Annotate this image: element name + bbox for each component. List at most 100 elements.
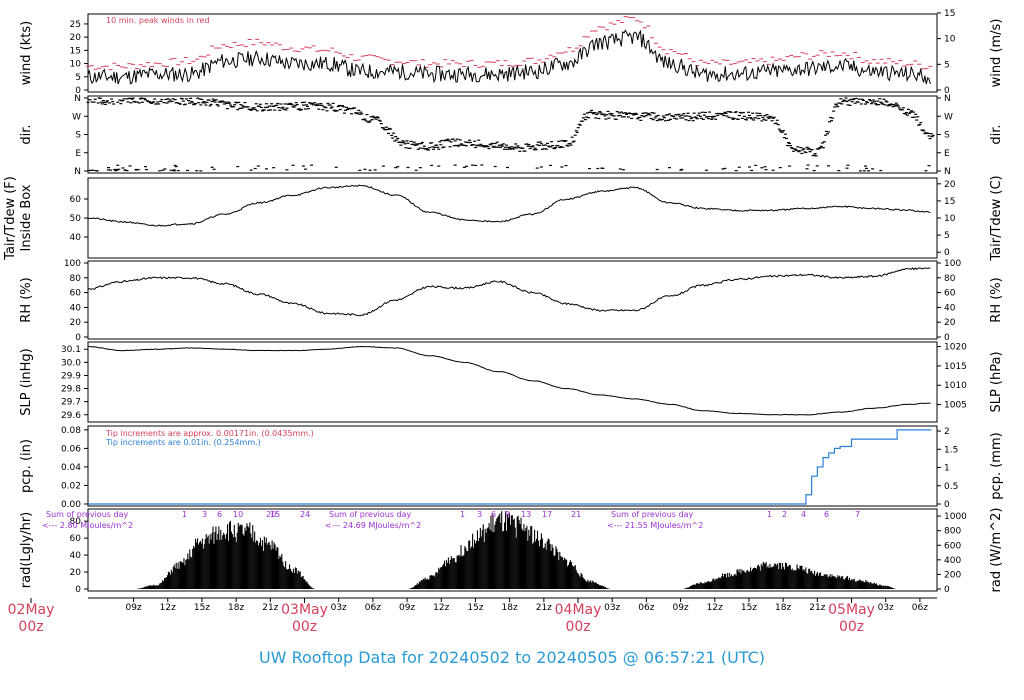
radiation-hour-label: 3 <box>477 510 482 519</box>
radiation-ylabel-left: rad(Lgly/hr) <box>19 512 34 588</box>
y-tick-label-left: 40 <box>70 233 82 243</box>
day-label: 02May <box>8 602 55 618</box>
y-tick-label-left: N <box>74 167 81 177</box>
y-tick-label-left: 80 <box>70 274 82 284</box>
wind-series-line <box>87 29 931 85</box>
precip-series-line <box>88 429 932 505</box>
temperature-panel <box>87 177 938 259</box>
rh-panel <box>87 260 938 340</box>
y-tick-label-right: 2 <box>944 427 950 437</box>
y-tick-label-left: 0.06 <box>61 444 81 454</box>
y-tick-label-left: 0 <box>75 86 81 96</box>
page-title: UW Rooftop Data for 20240502 to 20240505… <box>258 648 766 667</box>
wind-panel <box>87 13 938 93</box>
y-tick-label-right: 0 <box>944 500 950 510</box>
y-tick-label-right: 60 <box>944 289 956 299</box>
day-sublabel: 00z <box>565 619 590 635</box>
y-tick-label-left: 30.1 <box>61 345 81 355</box>
radiation-hour-label: 3 <box>202 510 207 519</box>
direction-ylabel-right: dir. <box>989 124 1004 144</box>
y-tick-label-right: 200 <box>944 570 961 580</box>
pressure-panel <box>87 341 938 423</box>
x-tick-label: 21z <box>262 603 278 613</box>
day-label: 04May <box>555 602 602 618</box>
y-tick-label-left: 29.7 <box>61 398 81 408</box>
y-tick-label-left: 29.9 <box>61 371 81 381</box>
x-tick-label: 15z <box>741 603 757 613</box>
x-tick-label: 09z <box>672 603 688 613</box>
x-tick-label: 21z <box>809 603 825 613</box>
y-tick-label-left: 0 <box>75 333 81 343</box>
radiation-sum-value: <--- 24.69 MJoules/m^2 <box>325 521 421 530</box>
radiation-sum-label: Sum of previous day <box>611 510 693 519</box>
y-tick-label-right: 20 <box>944 318 956 328</box>
precip-ylabel-right: pcp. (mm) <box>989 432 1004 499</box>
radiation-panel <box>87 508 938 592</box>
y-tick-label-left: E <box>75 149 81 159</box>
y-tick-label-left: 29.6 <box>61 411 81 421</box>
y-tick-label-left: 20 <box>70 318 82 328</box>
y-tick-label-right: S <box>944 131 950 141</box>
y-tick-label-left: 60 <box>70 289 82 299</box>
y-tick-label-right: 0.5 <box>944 482 958 492</box>
y-tick-label-left: 30.0 <box>61 358 81 368</box>
y-tick-label-right: 0 <box>944 86 950 96</box>
y-tick-label-left: 40 <box>70 551 82 561</box>
radiation-ylabel-right: rad (W/m^2) <box>989 508 1004 593</box>
y-tick-label-right: 600 <box>944 541 961 551</box>
y-tick-label-left: 25 <box>70 20 81 30</box>
y-tick-label-right: 10 <box>944 35 956 45</box>
y-tick-label-right: 0 <box>944 333 950 343</box>
x-tick-label: 15z <box>467 603 483 613</box>
day-label: 05May <box>828 602 875 618</box>
y-tick-label-right: 5 <box>944 60 950 70</box>
y-tick-label-right: 10 <box>944 214 956 224</box>
y-tick-label-left: 10 <box>70 60 82 70</box>
rh-series-line <box>87 267 931 317</box>
y-tick-label-right: N <box>944 94 951 104</box>
x-tick-label: 06z <box>912 603 928 613</box>
temperature-ylabel-left-2: Inside Box <box>19 184 34 251</box>
x-tick-label: 03z <box>604 603 620 613</box>
y-tick-label-left: N <box>74 94 81 104</box>
radiation-sum-value: <--- 2.80 MJoules/m^2 <box>42 521 133 530</box>
y-tick-label-left: 15 <box>70 46 81 56</box>
y-tick-label-right: 1005 <box>944 401 967 411</box>
radiation-hour-label: 21 <box>571 510 581 519</box>
y-tick-label-right: 0 <box>944 248 950 258</box>
y-tick-label-right: 1 <box>944 464 950 474</box>
y-tick-label-left: 60 <box>70 195 82 205</box>
radiation-hour-label: 15 <box>270 510 280 519</box>
y-tick-label-right: N <box>944 167 951 177</box>
temperature-ylabel-left: Tair/Tdew (F) <box>3 176 18 261</box>
y-tick-label-right: 5 <box>944 231 950 241</box>
x-tick-label: 12z <box>433 603 449 613</box>
radiation-sum-label: Sum of previous day <box>329 510 411 519</box>
x-tick-label: 18z <box>775 603 791 613</box>
radiation-hour-label: 4 <box>801 510 806 519</box>
y-tick-label-left: 100 <box>64 259 81 269</box>
pressure-ylabel-right: SLP (hPa) <box>989 351 1004 412</box>
wind-annotation: 10 min. peak winds in red <box>106 16 210 25</box>
radiation-hour-label: 6 <box>824 510 829 519</box>
y-tick-label-right: 400 <box>944 556 961 566</box>
x-tick-label: 18z <box>502 603 518 613</box>
x-tick-label: 18z <box>228 603 244 613</box>
radiation-hour-label: 7 <box>855 510 860 519</box>
y-tick-label-right: 80 <box>944 274 956 284</box>
y-tick-label-right: 100 <box>944 259 961 269</box>
day-sublabel: 00z <box>839 619 864 635</box>
radiation-hour-label: 10 <box>233 510 243 519</box>
radiation-hour-label: 13 <box>521 510 531 519</box>
pressure-ylabel-left: SLP (inHg) <box>19 348 34 416</box>
rh-ylabel-left: RH (%) <box>19 277 34 322</box>
direction-ylabel-left: dir. <box>19 124 34 144</box>
y-tick-label-left: W <box>72 112 81 122</box>
precip-ylabel-left: pcp. (in) <box>19 439 34 493</box>
y-tick-label-left: 0.08 <box>61 426 81 436</box>
y-tick-label-right: 1015 <box>944 362 967 372</box>
y-tick-label-right: 0 <box>944 585 950 595</box>
radiation-hour-label: 6 <box>217 510 222 519</box>
y-tick-label-left: 0.00 <box>61 500 81 510</box>
